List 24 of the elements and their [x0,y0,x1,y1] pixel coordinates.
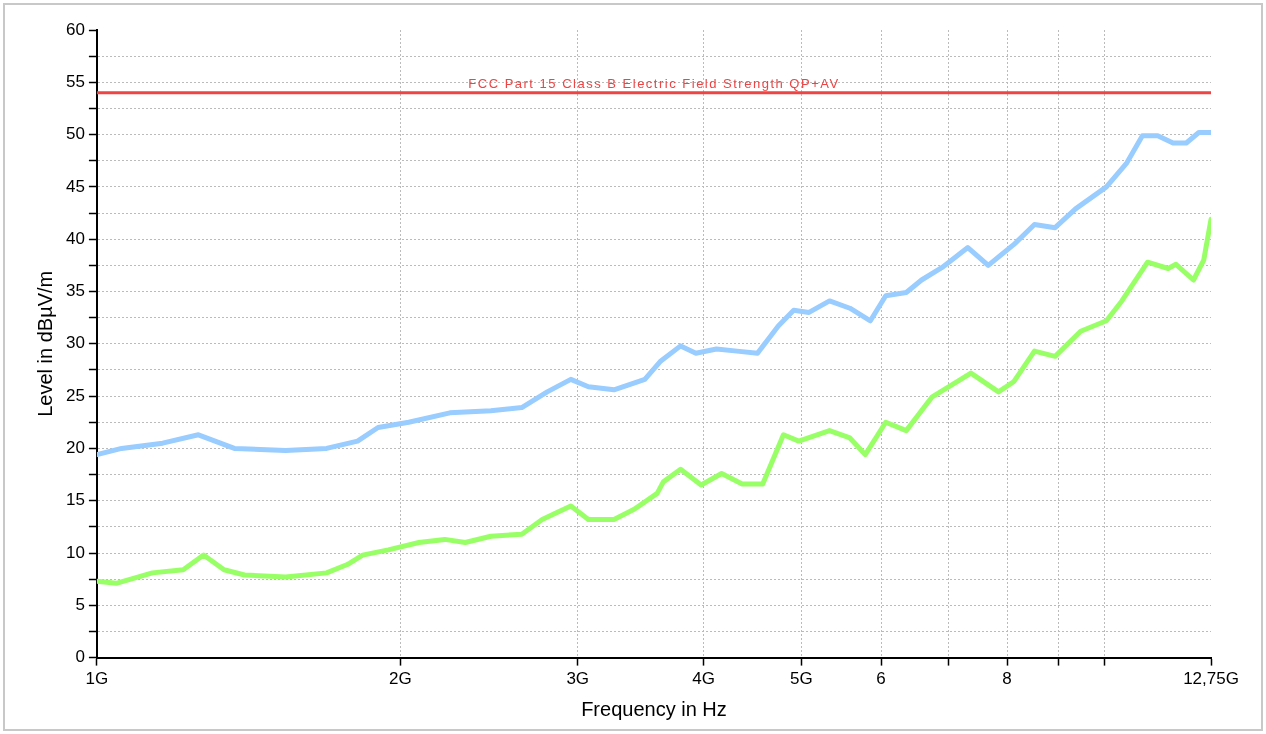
y-tick-label: 45 [65,176,85,196]
x-tick-label: 5G [789,669,813,689]
x-tick-label: 8 [1002,669,1012,689]
ref-line-label: FCC Part 15 Class B Electric Field Strength QP+AV [468,75,840,91]
y-tick-label: 40 [65,228,85,248]
x-axis-title: Frequency in Hz [581,697,727,720]
y-tick-label: 60 [65,19,85,39]
x-tick-label: 2G [388,669,412,689]
y-tick-label: 25 [65,385,85,405]
x-tick-label: 1G [85,669,109,689]
y-tick-label: 55 [65,71,85,91]
y-axis-title: Level in dBµV/m [33,270,56,417]
x-tick-label: 3G [566,669,590,689]
y-tick-label: 35 [65,281,85,301]
x-tick-label: 4G [692,669,715,689]
y-tick-label: 0 [75,647,85,667]
x-tick-label: 12,75G [1183,669,1239,689]
y-tick-label: 20 [65,438,85,458]
y-tick-label: 5 [75,594,85,614]
y-tick-label: 10 [65,542,85,562]
y-tick-label: 15 [65,490,85,510]
y-tick-label: 50 [65,124,85,144]
y-tick-label: 30 [65,333,85,353]
x-tick-label: 6 [876,669,886,689]
